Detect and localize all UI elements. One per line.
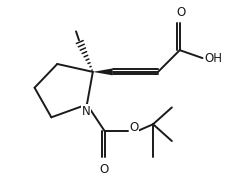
Text: O: O <box>99 163 108 176</box>
Text: OH: OH <box>204 51 221 65</box>
Text: O: O <box>175 6 184 19</box>
Text: N: N <box>81 105 90 118</box>
Text: O: O <box>129 121 138 134</box>
Polygon shape <box>92 68 112 75</box>
